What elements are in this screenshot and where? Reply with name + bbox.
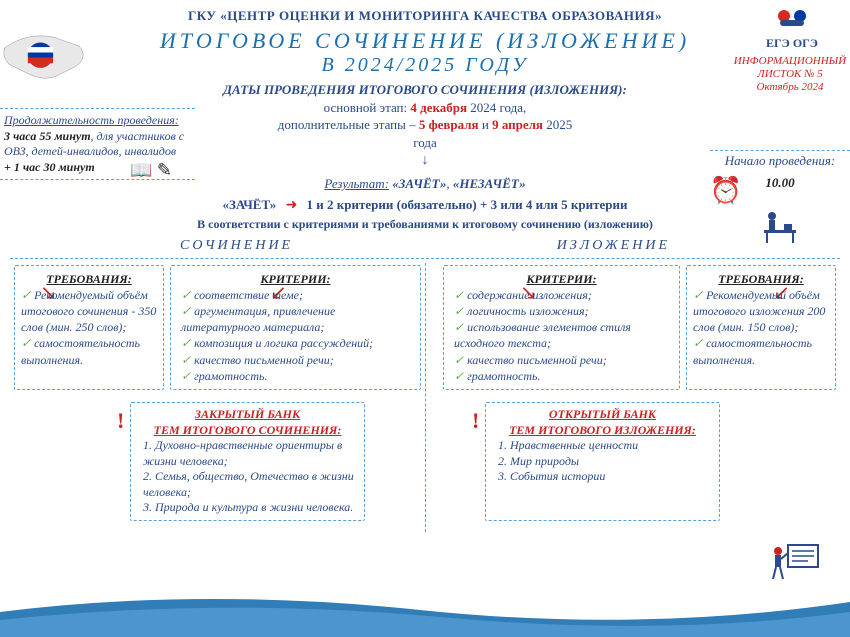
list-item: 2. Мир природы bbox=[496, 454, 713, 470]
list-item: 3. События истории bbox=[496, 469, 713, 485]
list-item: 1. Нравственные ценности bbox=[496, 438, 713, 454]
exposition-heading: ИЗЛОЖЕНИЕ bbox=[557, 238, 670, 254]
essay-criteria: КРИТЕРИИ: соответствие теме;аргументация… bbox=[170, 265, 421, 390]
list-item: грамотность. bbox=[181, 368, 414, 384]
list-item: 3. Природа и культура в жизни человека. bbox=[141, 500, 358, 516]
list-item: соответствие теме; bbox=[181, 287, 414, 303]
exposition-requirements: ТРЕБОВАНИЯ: Рекомендуемый объём итоговог… bbox=[686, 265, 836, 390]
essay-topic-bank: ! ЗАКРЫТЫЙ БАНК ТЕМ ИТОГОВОГО СОЧИНЕНИЯ:… bbox=[130, 402, 365, 521]
list-item: самостоятельность выполнения. bbox=[21, 335, 157, 367]
main-title-1: ИТОГОВОЕ СОЧИНЕНИЕ (ИЗЛОЖЕНИЕ) bbox=[10, 28, 840, 54]
student-desk-icon bbox=[760, 210, 800, 254]
exclamation-icon: ! bbox=[472, 407, 479, 436]
list-item: логичность изложения; bbox=[454, 303, 673, 319]
list-item: Рекомендуемый объём итогового сочинения … bbox=[21, 287, 157, 336]
essay-heading: СОЧИНЕНИЕ bbox=[180, 238, 293, 254]
wave-footer bbox=[0, 582, 850, 637]
essay-requirements: ТРЕБОВАНИЯ: Рекомендуемый объём итоговог… bbox=[14, 265, 164, 390]
list-item: грамотность. bbox=[454, 368, 673, 384]
list-item: Рекомендуемый объём итогового изложения … bbox=[693, 287, 829, 336]
list-item: 2. Семья, общество, Отечество в жизни че… bbox=[141, 469, 358, 500]
list-item: использование элементов стиля исходного … bbox=[454, 319, 673, 351]
arrow-right-icon: ➜ bbox=[286, 198, 298, 213]
list-item: качество письменной речи; bbox=[454, 352, 673, 368]
list-item: аргументация, привлечение литературного … bbox=[181, 303, 414, 335]
separator bbox=[10, 258, 840, 259]
book-pencil-icon: 📖 ✎ bbox=[130, 160, 172, 181]
ege-oge-logo: ЕГЭ ОГЭ bbox=[742, 6, 842, 51]
list-item: 1. Духовно-нравственные ориентиры в жизн… bbox=[141, 438, 358, 469]
arrow-down-icon: ↓ bbox=[422, 152, 429, 171]
crimea-map-icon bbox=[0, 28, 90, 86]
org-name: ГКУ «ЦЕНТР ОЦЕНКИ И МОНИТОРИНГА КАЧЕСТВА… bbox=[10, 8, 840, 24]
list-item: композиция и логика рассуждений; bbox=[181, 335, 414, 351]
list-item: содержание изложения; bbox=[454, 287, 673, 303]
exclamation-icon: ! bbox=[117, 407, 124, 436]
alarm-clock-icon: ⏰ bbox=[710, 176, 742, 206]
exposition-criteria: КРИТЕРИИ: содержание изложения;логичност… bbox=[443, 265, 680, 390]
main-title-2: В 2024/2025 ГОДУ bbox=[10, 54, 840, 77]
list-item: самостоятельность выполнения. bbox=[693, 335, 829, 367]
info-sheet-label: ИНФОРМАЦИОННЫЙ ЛИСТОК № 5 Октябрь 2024 bbox=[730, 55, 850, 95]
exposition-topic-bank: ! ОТКРЫТЫЙ БАНК ТЕМ ИТОГОВОГО ИЗЛОЖЕНИЯ:… bbox=[485, 402, 720, 521]
list-item: качество письменной речи; bbox=[181, 352, 414, 368]
